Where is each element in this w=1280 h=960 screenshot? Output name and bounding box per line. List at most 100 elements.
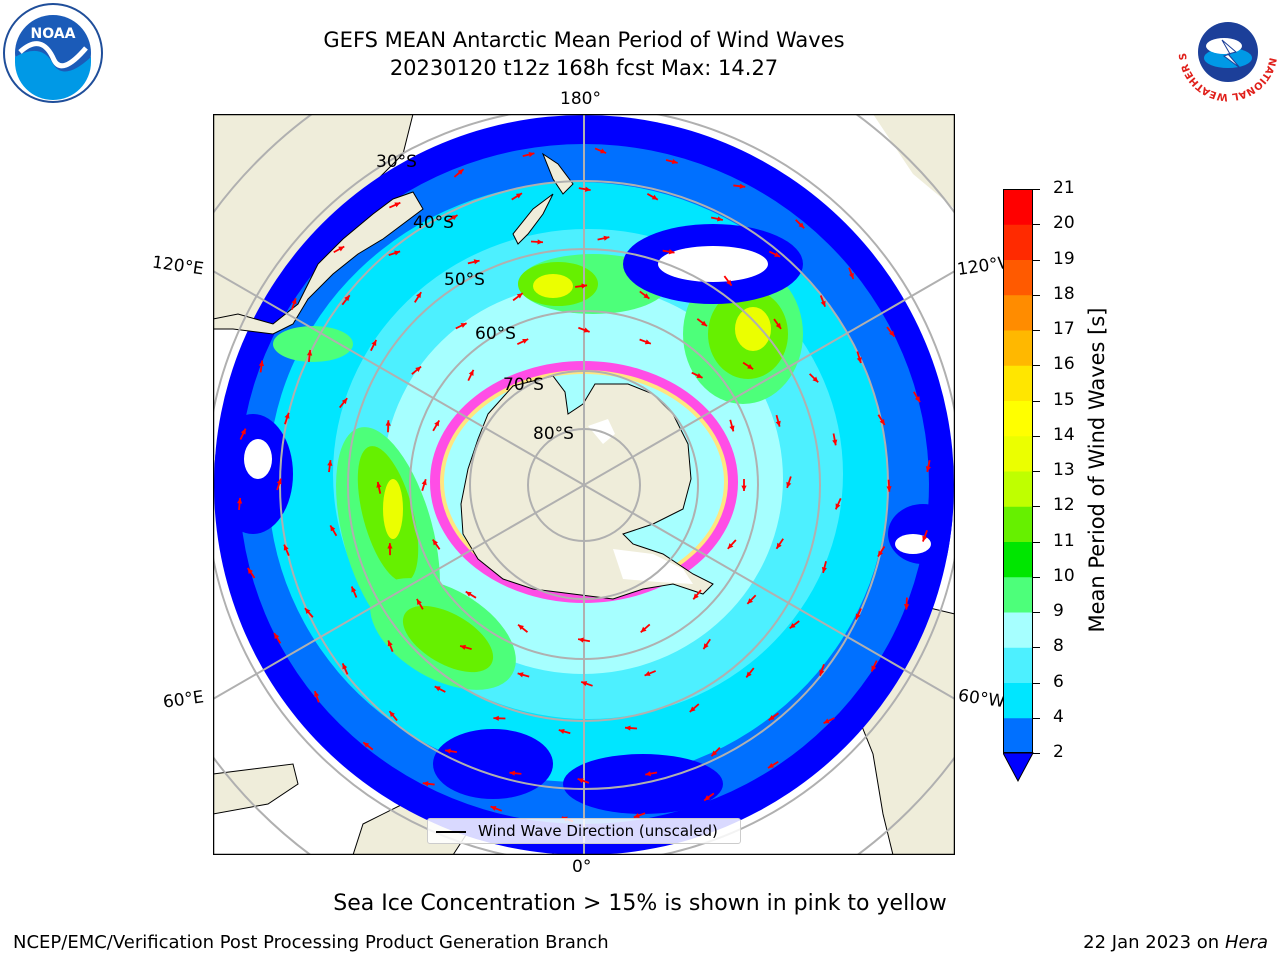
footer-date-text: 22 Jan 2023 on (1083, 932, 1225, 953)
wind-wave-arrowhead (689, 706, 696, 712)
wind-wave-arrowhead (247, 568, 253, 574)
colorbar-tick-mark (1033, 753, 1040, 754)
wind-wave-arrowhead (832, 439, 838, 446)
colorbar-band (1003, 471, 1033, 507)
wind-wave-arrowhead (855, 613, 861, 620)
wind-wave-arrowhead (387, 640, 393, 647)
colorbar-tick-label: 14 (1053, 424, 1075, 445)
colorbar-band (1003, 682, 1033, 719)
wind-wave-arrowhead (342, 663, 348, 670)
colorbar-tick-mark (1033, 435, 1040, 437)
wind-wave-arrowhead (363, 742, 370, 748)
colorbar-tick-mark (1033, 506, 1040, 508)
wind-wave-arrowhead (283, 544, 289, 551)
wind-wave-arrowhead (577, 778, 584, 784)
wind-wave-arrowhead (558, 728, 565, 734)
arrow-legend: Wind Wave Direction (unscaled) (427, 818, 741, 844)
lat-label-30s: 30°S (376, 152, 417, 172)
colorbar-band (1003, 294, 1033, 331)
colorbar-tick-mark (1033, 224, 1040, 226)
wind-wave-arrowhead (747, 363, 754, 370)
wind-wave-arrowhead (465, 591, 472, 597)
wind-wave-arrowhead (633, 813, 640, 818)
wind-wave-arrowhead (421, 479, 427, 486)
wind-wave-arrowhead (886, 486, 892, 492)
wind-wave-arrowhead (330, 525, 336, 532)
wind-wave-arrowhead (889, 330, 895, 337)
colorbar-under-triangle (1002, 752, 1034, 783)
colorbar-tick-mark (1033, 576, 1040, 578)
colorbar-tick-label: 10 (1053, 565, 1075, 586)
legend-line-sample (436, 831, 466, 833)
wind-wave-arrowhead (304, 608, 311, 614)
wind-wave-arrowhead (871, 665, 877, 672)
wind-wave-arrowhead (537, 239, 543, 245)
colorbar-band (1003, 400, 1033, 437)
wind-wave-arrowhead (344, 295, 350, 302)
colorbar-tick-label: 15 (1053, 389, 1075, 410)
wind-wave-arrowhead (768, 714, 775, 721)
wind-wave-arrowhead (451, 215, 458, 221)
wind-wave-arrowhead (276, 478, 282, 485)
colorbar-tick-mark (1033, 471, 1040, 472)
footer-machine: Hera (1224, 932, 1268, 953)
wind-wave-arrowhead (925, 466, 931, 472)
colorbar-tick-label: 16 (1053, 354, 1075, 375)
colorbar-tick-mark (1033, 365, 1040, 367)
wind-wave-arrowhead (387, 543, 393, 549)
sea-ice-note: Sea Ice Concentration > 15% is shown in … (333, 891, 947, 916)
polar-map (123, 24, 1045, 946)
wind-wave-arrowhead (703, 643, 709, 650)
wind-wave-arrowhead (584, 186, 591, 192)
noaa-logo: NOAA (2, 2, 104, 104)
wind-wave-arrowhead (389, 711, 395, 718)
wind-wave-arrowhead (522, 339, 529, 344)
colorbar-band (1003, 541, 1033, 578)
wind-wave-arrowhead (416, 292, 422, 299)
colorbar-label: Mean Period of Wind Waves [s] (1085, 307, 1109, 633)
wind-wave-arrowhead (493, 715, 499, 721)
colorbar-tick-mark (1033, 330, 1040, 331)
colorbar-band (1003, 330, 1033, 366)
wind-wave-arrowhead (274, 633, 280, 640)
wind-wave-arrowhead (821, 567, 827, 573)
wind-wave-arrowhead (578, 637, 584, 643)
colorbar-tick-label: 19 (1053, 248, 1075, 269)
colorbar-band (1003, 224, 1033, 260)
lon-label-60e: 60°E (161, 687, 206, 713)
wind-wave-arrowhead (812, 376, 819, 383)
colorbar-tick-label: 6 (1053, 671, 1064, 692)
wind-wave-arrowhead (291, 298, 297, 305)
colorbar-tick-label: 17 (1053, 319, 1075, 339)
wind-wave-arrowhead (739, 183, 746, 189)
wind-wave-arrowhead (460, 323, 467, 328)
wind-wave-arrowhead (903, 604, 910, 610)
wind-wave-arrowhead (473, 259, 480, 265)
footer-org: NCEP/EMC/Verification Post Processing Pr… (13, 932, 609, 953)
wind-wave-arrowhead (741, 485, 747, 491)
wind-wave-arrowhead (671, 158, 678, 165)
colorbar-tick-label: 18 (1053, 283, 1075, 304)
colorbar-tick-mark (1033, 400, 1040, 402)
wind-wave-arrowhead (922, 535, 928, 542)
colorbar-band (1003, 259, 1033, 296)
wind-wave-arrowhead (284, 412, 290, 419)
colorbar-tick-mark (1033, 294, 1040, 296)
wind-wave-arrowhead (583, 327, 590, 333)
wind-wave-arrowhead (644, 671, 651, 676)
wind-wave-arrowhead (581, 283, 588, 289)
colorbar-tick-mark (1033, 682, 1040, 684)
wind-wave-arrowhead (820, 300, 826, 307)
wind-wave-arrowhead (341, 398, 348, 405)
wind-wave-arrowhead (581, 681, 588, 687)
wind-wave-arrowhead (327, 460, 333, 466)
wind-wave-arrowhead (468, 369, 474, 376)
wind-wave-arrowhead (717, 216, 723, 222)
colorbar-band (1003, 647, 1033, 683)
nws-logo: NATIONAL WEATHER SERVICE (1178, 2, 1278, 102)
wind-wave-arrowhead (422, 781, 429, 787)
wind-wave-arrowhead (914, 396, 920, 403)
wind-wave-arrowhead (460, 644, 466, 650)
wind-wave-arrowhead (240, 428, 246, 435)
wind-wave-arrowhead (258, 360, 265, 367)
